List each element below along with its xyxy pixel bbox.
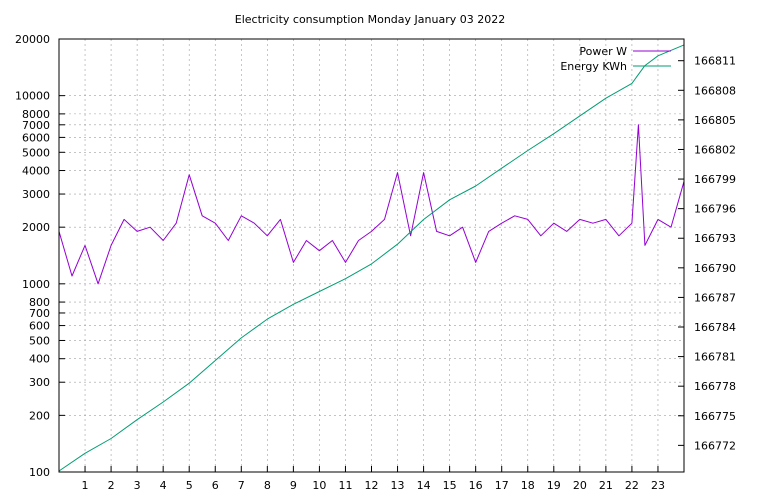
x-tick-label: 21 [599,479,613,492]
x-tick-label: 5 [186,479,193,492]
y2-tick-label: 166775 [694,410,736,423]
x-tick-label: 2 [108,479,115,492]
y2-tick-label: 166805 [694,114,736,127]
y-tick-label: 7000 [22,119,50,132]
y-tick-label: 600 [29,320,50,333]
x-tick-label: 18 [521,479,535,492]
y2-tick-label: 166811 [694,55,736,68]
x-tick-label: 19 [547,479,561,492]
x-tick-label: 13 [391,479,405,492]
legend-label: Power W [579,45,627,58]
y-tick-label: 20000 [15,33,50,46]
y-tick-label: 400 [29,353,50,366]
x-tick-label: 4 [160,479,167,492]
x-tick-label: 14 [417,479,431,492]
legend-label: Energy KWh [560,60,627,73]
x-tick-label: 3 [134,479,141,492]
y2-tick-label: 166793 [694,232,736,245]
y2-tick-label: 166790 [694,262,736,275]
y-tick-label: 3000 [22,188,50,201]
x-tick-label: 20 [573,479,587,492]
y-tick-label: 5000 [22,146,50,159]
x-tick-label: 11 [338,479,352,492]
x-tick-label: 12 [365,479,379,492]
y2-tick-label: 166778 [694,380,736,393]
y-tick-label: 2000 [22,221,50,234]
series-line-power-w [58,124,685,285]
y2-tick-label: 166808 [694,84,736,97]
y-tick-label: 200 [29,409,50,422]
y-tick-label: 8000 [22,108,50,121]
x-tick-label: 6 [212,479,219,492]
y-tick-label: 800 [29,296,50,309]
x-tick-label: 7 [238,479,245,492]
y-tick-label: 10000 [15,90,50,103]
grid-layer [59,39,684,472]
x-tick-label: 9 [290,479,297,492]
series-layer [58,44,685,472]
series-line-energy-kwh [58,44,685,472]
y-tick-label: 4000 [22,165,50,178]
x-tick-label: 8 [264,479,271,492]
legend: Power W Energy KWh [560,45,671,73]
y2-tick-label: 166796 [694,203,736,216]
y2-tick-label: 166781 [694,351,736,364]
y2-tick-label: 166784 [694,321,736,334]
y-tick-label: 1000 [22,278,50,291]
x-tick-label: 10 [312,479,326,492]
y-tick-label: 6000 [22,131,50,144]
tick-layer: 1 2 3 4 5 6 7 8 9 10 11 12 13 14 15 16 17 18 19 20 21 22 23100… [15,33,736,492]
y2-tick-label: 166799 [694,173,736,186]
y2-tick-label: 166772 [694,439,736,452]
y-tick-label: 700 [29,307,50,320]
y2-tick-label: 166787 [694,291,736,304]
x-tick-label: 15 [443,479,457,492]
x-tick-label: 23 [651,479,665,492]
chart-title: Electricity consumption Monday January 0… [235,13,505,26]
x-tick-label: 16 [469,479,483,492]
y-tick-label: 100 [29,466,50,479]
x-tick-label: 1 [82,479,89,492]
y2-tick-label: 166802 [694,143,736,156]
y-tick-label: 500 [29,334,50,347]
x-tick-label: 22 [625,479,639,492]
y-tick-label: 300 [29,376,50,389]
x-tick-label: 17 [495,479,509,492]
